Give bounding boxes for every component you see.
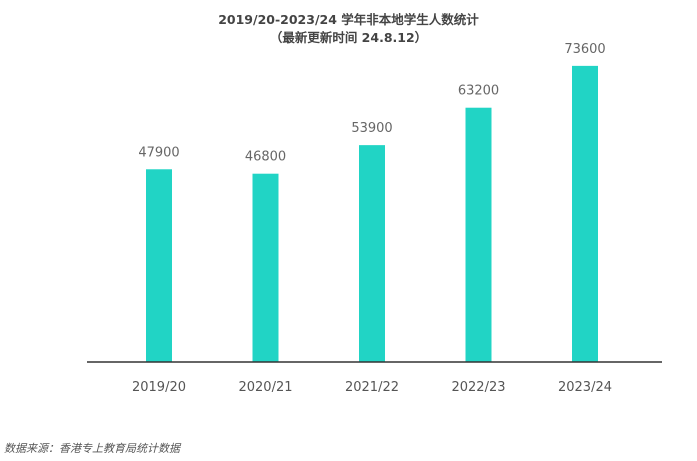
x-tick-label: 2021/22 <box>345 380 399 395</box>
value-label: 46800 <box>245 150 286 165</box>
x-tick-label: 2019/20 <box>132 380 186 395</box>
bar-2019-20 <box>146 169 172 362</box>
value-label: 73600 <box>564 42 605 57</box>
source-note: 数据来源：香港专上教育局统计数据 <box>4 442 180 455</box>
x-tick-label: 2023/24 <box>558 380 612 395</box>
value-label: 63200 <box>458 84 499 99</box>
x-tick-label: 2022/23 <box>451 380 505 395</box>
chart-title: 2019/20-2023/24 学年非本地学生人数统计 <box>218 12 479 27</box>
bar-2020-21 <box>252 173 279 362</box>
bar-2023-24 <box>572 65 598 363</box>
bar-2022-23 <box>465 107 492 362</box>
chart-subtitle: （最新更新时间 24.8.12） <box>269 30 428 45</box>
x-tick-label: 2020/21 <box>238 380 292 395</box>
value-label: 47900 <box>138 145 179 160</box>
bar-2021-22 <box>359 145 385 362</box>
value-label: 53900 <box>351 121 392 136</box>
